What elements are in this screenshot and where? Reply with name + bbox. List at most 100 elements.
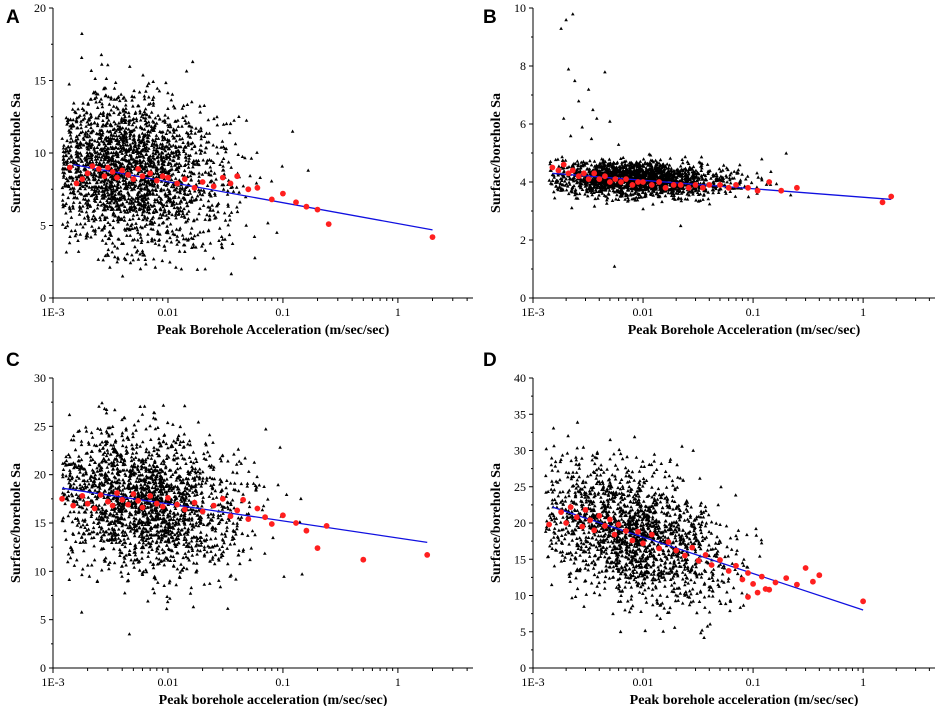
panel-a-record-point: [108, 186, 112, 190]
panel-a-record-point: [97, 141, 101, 145]
panel-a-record-point: [174, 119, 178, 123]
panel-a-record-point: [105, 252, 110, 256]
panel-a-record-point: [62, 162, 66, 166]
panel-a-record-point: [187, 159, 191, 163]
panel-a-record-point: [166, 139, 171, 143]
panel-a-record-point: [219, 242, 224, 246]
panel-a-record-point: [101, 123, 106, 127]
panel-a-record-point: [146, 136, 151, 140]
panel-a-record-point: [166, 128, 170, 132]
panel-a-record-point: [83, 132, 87, 136]
panel-a-record-point: [119, 137, 123, 141]
panel-a-record-point: [91, 192, 96, 196]
panel-a-record-point: [63, 203, 67, 207]
panel-a-record-point: [178, 205, 183, 209]
panel-a-record-point: [89, 144, 94, 148]
panel-a-record-point: [121, 241, 126, 245]
panel-a-record-point: [177, 228, 182, 232]
panel-b-record-point: [616, 197, 621, 201]
panel-a-record-point: [226, 160, 231, 164]
panel-a-record-point: [100, 196, 104, 200]
panel-a-record-point: [121, 141, 126, 145]
panel-a-record-point: [171, 202, 176, 206]
panel-a-record-point: [237, 190, 241, 194]
panel-a-record-point: [178, 191, 183, 195]
panel-a-record-point: [144, 197, 148, 201]
panel-a-record-point: [84, 130, 88, 134]
panel-a-record-point: [186, 140, 190, 144]
panel-b-record-point: [564, 188, 569, 192]
panel-a-record-point: [132, 133, 136, 137]
panel-a-record-point: [132, 147, 136, 151]
panel-a-record-point: [84, 154, 89, 159]
panel-a-record-point: [131, 160, 136, 164]
panel-b-record-point: [634, 160, 639, 164]
panel-a-record-point: [179, 144, 183, 149]
panel-a-record-point: [162, 135, 167, 139]
panel-a-x-tick-label: 0.1: [275, 305, 290, 319]
panel-a-record-point: [69, 124, 73, 128]
panel-a-record-point: [86, 162, 90, 167]
panel-a-record-point: [165, 203, 169, 207]
panel-a-record-point: [85, 199, 89, 203]
panel-a-record-point: [61, 175, 66, 179]
panel-a-record-point: [218, 226, 222, 230]
panel-a-record-point: [104, 123, 108, 127]
panel-a-record-point: [235, 209, 240, 214]
panel-a-record-point: [166, 162, 170, 166]
panel-a-record-point: [143, 161, 148, 165]
panel-a-record-point: [193, 131, 197, 135]
panel-a-record-point: [206, 229, 211, 233]
panel-a-record-point: [108, 222, 112, 227]
panel-a-record-point: [196, 178, 201, 182]
panel-a-record-point: [158, 212, 163, 216]
panel-a-record-point: [64, 146, 68, 150]
panel-a-y-tick-label: 0: [40, 291, 46, 305]
panel-a-record-point: [119, 157, 124, 161]
panel-a-record-point: [113, 214, 117, 218]
panel-a-record-point: [104, 177, 109, 181]
panel-a-record-point: [207, 131, 212, 135]
panel-b-mean-point: [623, 176, 629, 183]
panel-a-record-point: [84, 193, 89, 197]
panel-a-record-point: [114, 168, 119, 172]
panel-a-record-point: [74, 149, 79, 153]
panel-a-record-point: [95, 196, 99, 200]
panel-a-record-point: [94, 100, 98, 104]
panel-a-record-point: [158, 117, 162, 121]
panel-a-record-point: [138, 109, 142, 113]
panel-a-record-point: [228, 121, 233, 126]
panel-a-record-point: [147, 133, 151, 137]
panel-a-record-point: [154, 136, 158, 140]
panel-b-record-point: [681, 161, 685, 165]
panel-a-record-point: [160, 151, 164, 155]
panel-c-record-point: [144, 427, 148, 431]
panel-a-record-point: [151, 155, 155, 160]
panel-a-record-point: [236, 152, 240, 156]
panel-a-record-point: [213, 193, 217, 197]
panel-a-mean-point: [66, 164, 73, 171]
panel-a-record-point: [167, 160, 171, 164]
panel-a-record-point: [93, 232, 98, 236]
panel-a-record-point: [156, 136, 161, 140]
panel-c-record-point: [208, 581, 212, 585]
panel-a-record-point: [142, 199, 147, 203]
panel-a-record-point: [141, 217, 145, 222]
panel-a-record-point: [147, 189, 152, 193]
panel-b-record-point: [738, 163, 742, 167]
panel-a-record-point: [117, 142, 121, 146]
panel-a-record-point: [64, 162, 69, 166]
panel-b-record-point: [663, 194, 668, 198]
panel-a-record-point: [98, 111, 103, 115]
panel-a-record-point: [88, 180, 92, 185]
panel-c-record-point: [232, 481, 237, 485]
panel-a-record-point: [92, 178, 97, 182]
panel-c-record-point: [86, 440, 91, 444]
panel-a-record-point: [190, 245, 194, 249]
panel-b-record-point: [694, 198, 698, 202]
panel-a-record-point: [180, 124, 184, 128]
panel-a-record-point: [164, 200, 169, 204]
panel-a-record-point: [119, 118, 124, 122]
panel-a-record-point: [155, 171, 160, 175]
panel-a-record-point: [110, 194, 114, 198]
